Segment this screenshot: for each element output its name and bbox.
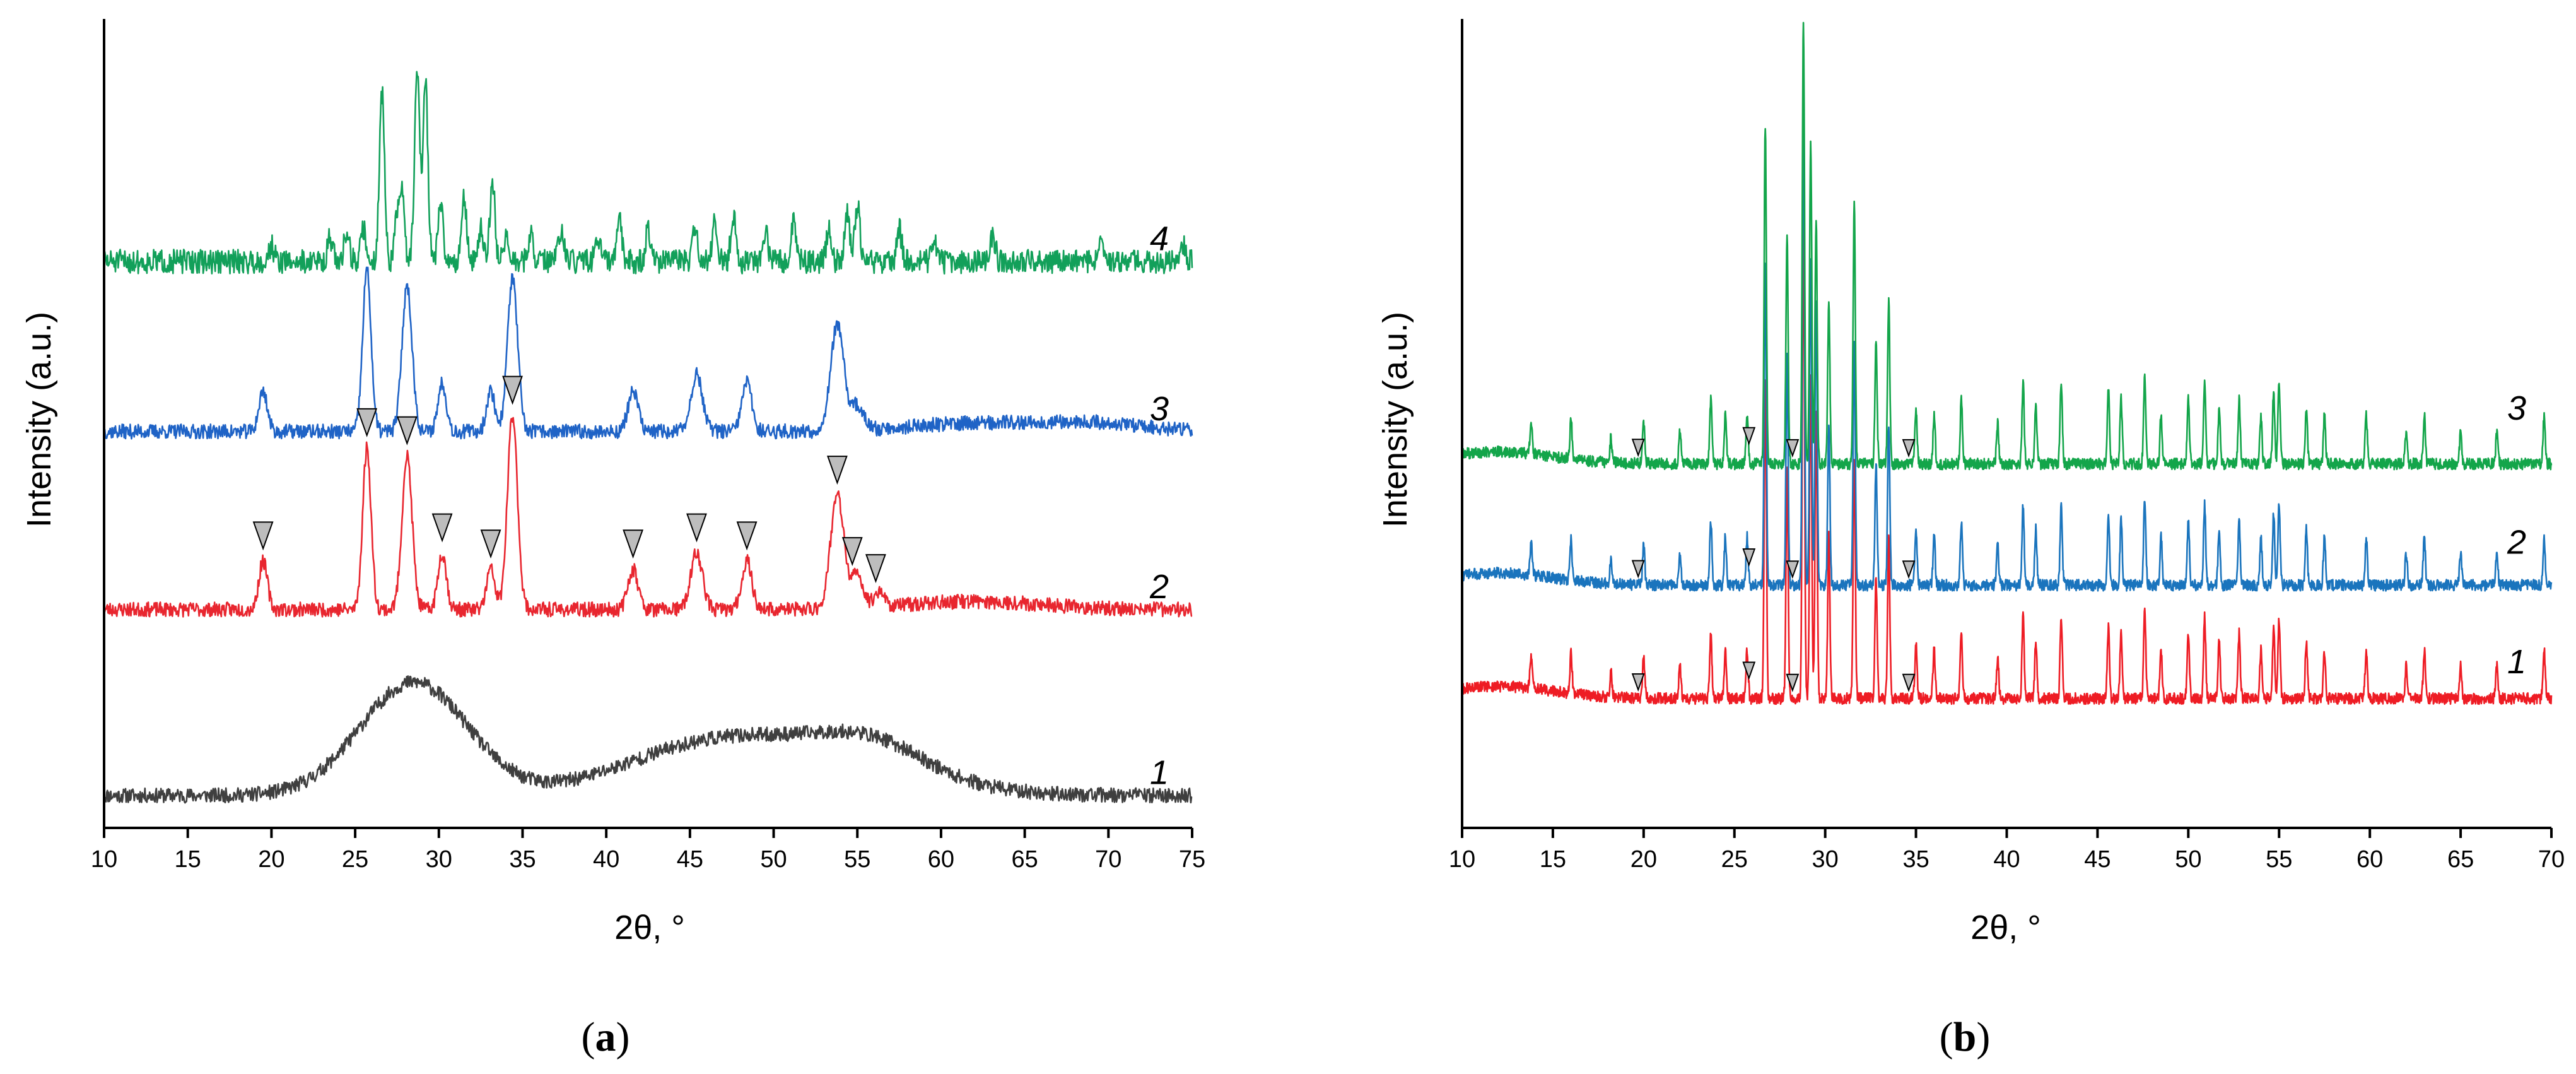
series-3-label: 3	[2507, 389, 2526, 427]
x-tick-label: 60	[2356, 846, 2383, 873]
peak-marker	[1786, 673, 1800, 692]
series-2-label: 2	[2507, 523, 2526, 561]
panel-b-traces	[1461, 21, 2553, 705]
series-4-label: 4	[1150, 220, 1169, 258]
x-tick-label: 25	[342, 846, 368, 873]
peak-marker	[736, 521, 758, 551]
peak-marker	[865, 554, 886, 584]
peak-marker	[1786, 439, 1800, 458]
panel-a-y-axis-title: Intensity (a.u.)	[20, 312, 58, 528]
peak-marker	[1742, 661, 1756, 680]
series-2-line	[1461, 95, 2553, 592]
peak-marker	[686, 513, 707, 543]
peak-marker	[826, 456, 848, 485]
peak-marker	[1786, 560, 1800, 579]
peak-marker	[431, 513, 453, 543]
peak-marker	[502, 375, 523, 405]
series-3-line	[1461, 21, 2553, 471]
x-tick-label: 60	[928, 846, 954, 873]
x-tick-label: 65	[1011, 846, 1038, 873]
x-tick-label: 45	[677, 846, 703, 873]
x-tick-label: 30	[1812, 846, 1839, 873]
peak-marker	[1902, 560, 1916, 579]
peak-marker	[1631, 439, 1645, 457]
panel-b-x-ticks: 10 15 20 25 30 35 40 45 50 55 60 65 70	[1449, 828, 2565, 873]
panel-a-markers	[252, 375, 886, 584]
panel-b-chart: 10 15 20 25 30 35 40 45 50 55 60 65 70 1 2 3 2θ, ° Int…	[1376, 19, 2565, 1060]
x-tick-label: 35	[1902, 846, 1929, 873]
peak-marker	[841, 537, 863, 567]
x-tick-label: 40	[593, 846, 619, 873]
x-tick-label: 45	[2084, 846, 2111, 873]
series-4-line	[103, 71, 1193, 275]
panel-a-x-ticks: 10 15 20 25 30 35 40 45 50 55 60 65 70 75	[91, 828, 1205, 873]
peak-marker	[1631, 560, 1645, 579]
panel-a-label-letter: a	[595, 1014, 616, 1060]
x-tick-label: 75	[1179, 846, 1205, 873]
panel-b-y-axis-title: Intensity (a.u.)	[1376, 312, 1414, 528]
peak-marker	[356, 408, 378, 437]
x-tick-label: 35	[509, 846, 536, 873]
x-tick-label: 40	[1993, 846, 2020, 873]
panel-b-label-letter: b	[1953, 1014, 1977, 1060]
series-1-line	[103, 675, 1193, 804]
x-tick-label: 65	[2447, 846, 2474, 873]
peak-marker	[1742, 427, 1756, 446]
x-tick-label: 30	[426, 846, 452, 873]
x-tick-label: 55	[2266, 846, 2292, 873]
peak-marker	[1631, 673, 1645, 692]
panel-a-series-labels: 1 2 3 4	[1149, 220, 1169, 792]
series-3-label: 3	[1150, 390, 1169, 428]
x-tick-label: 15	[1540, 846, 1566, 873]
x-tick-label: 55	[844, 846, 870, 873]
series-2-label: 2	[1149, 568, 1169, 606]
peak-marker	[252, 521, 274, 551]
panel-b-markers	[1631, 427, 1916, 692]
peak-marker	[623, 529, 644, 559]
x-tick-label: 20	[258, 846, 284, 873]
peak-marker	[396, 416, 418, 446]
peak-marker	[1742, 548, 1756, 567]
x-tick-label: 50	[760, 846, 787, 873]
x-tick-label: 70	[1095, 846, 1121, 873]
x-tick-label: 20	[1630, 846, 1657, 873]
panel-b-x-axis-title: 2θ, °	[1970, 909, 2041, 947]
series-2-line	[103, 416, 1193, 618]
peak-marker	[480, 529, 501, 559]
series-1-line	[1461, 208, 2553, 705]
panel-a-traces	[103, 71, 1193, 804]
peak-marker	[1902, 673, 1916, 692]
panel-a-x-axis-title: 2θ, °	[614, 909, 685, 947]
x-tick-label: 15	[175, 846, 201, 873]
peak-marker	[1902, 439, 1916, 458]
x-tick-label: 25	[1721, 846, 1748, 873]
panel-b-series-labels: 1 2 3	[2507, 389, 2526, 681]
x-tick-label: 10	[1449, 846, 1475, 873]
panel-a-label: (a)	[582, 1014, 630, 1060]
x-tick-label: 50	[2175, 846, 2201, 873]
panel-b-label: (b)	[1940, 1014, 1991, 1060]
series-3-line	[103, 266, 1193, 440]
x-tick-label: 70	[2538, 846, 2565, 873]
series-1-label: 1	[2507, 643, 2526, 681]
x-tick-label: 10	[91, 846, 117, 873]
series-1-label: 1	[1150, 754, 1169, 792]
